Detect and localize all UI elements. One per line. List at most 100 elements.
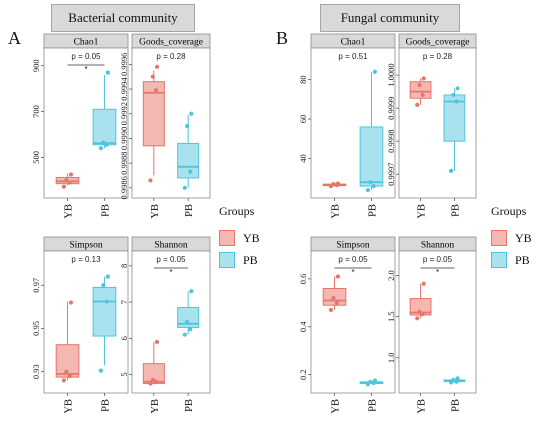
y-tick-label: 500	[31, 151, 41, 164]
box-pb	[177, 307, 200, 328]
y-tick-label: 8	[119, 264, 129, 268]
box-pb	[177, 142, 200, 179]
boxplot-a-goods-coverage: Goods_coverage0.99860.99880.99900.99920.…	[119, 33, 211, 219]
point-pb	[451, 92, 456, 98]
point-yb	[331, 182, 336, 187]
y-tick-label: 0.97	[31, 278, 41, 293]
box-yb	[142, 363, 165, 385]
legend-bacterial: Groups YB PB	[219, 204, 260, 271]
y-tick-label: 0.6	[298, 274, 308, 285]
facet-title: Chao1	[74, 38, 99, 48]
y-tick-label: 2.0	[386, 270, 396, 281]
point-yb	[150, 74, 155, 79]
point-yb	[415, 102, 420, 107]
legend-title: Groups	[491, 204, 527, 218]
point-pb	[368, 379, 373, 384]
y-tick-label: 0.9997	[386, 162, 396, 185]
point-pb	[182, 332, 187, 337]
point-yb	[153, 88, 159, 93]
legend-label-yb: YB	[243, 230, 260, 245]
box-pb	[359, 126, 384, 187]
x-category-label: PB	[100, 204, 111, 217]
facet-title: Goods_coverage	[406, 38, 470, 48]
point-yb	[420, 312, 425, 317]
x-category-label: PB	[184, 399, 195, 412]
point-pb	[189, 111, 194, 116]
significance-star: *	[436, 268, 439, 277]
box-yb	[409, 298, 432, 316]
y-tick-label: 7	[119, 300, 129, 304]
panel-letter-a: A	[8, 28, 21, 48]
y-tick-label: 80	[298, 75, 308, 84]
point-yb	[148, 381, 153, 386]
point-yb	[64, 178, 69, 183]
boxplot-b-simpson: Simpson 0.2 0.4 0.6 YB PB p = 0.05 *	[298, 236, 396, 414]
point-yb	[421, 281, 426, 286]
x-category-label: YB	[150, 399, 161, 414]
y-tick-label: 0.9998	[386, 129, 396, 152]
point-yb	[335, 181, 341, 186]
box-yb	[142, 81, 165, 147]
x-category-label: YB	[150, 204, 161, 219]
p-value-label: p = 0.05	[338, 255, 368, 264]
point-pb	[455, 376, 460, 381]
point-pb	[104, 299, 109, 304]
legend-item-yb: YB	[219, 227, 260, 249]
p-value-label: p = 0.51	[338, 52, 368, 61]
point-pb	[105, 70, 110, 75]
point-pb	[368, 180, 373, 185]
y-tick-label: 0.9992	[119, 102, 129, 125]
point-pb	[372, 69, 377, 74]
box-yb	[55, 344, 80, 378]
box-pb	[92, 286, 117, 337]
legend-fungal: Groups YB PB	[491, 204, 532, 271]
point-yb	[420, 92, 425, 98]
point-pb	[101, 140, 106, 145]
y-tick-label: 0.9994	[119, 77, 129, 101]
facet-title: Shannon	[154, 241, 188, 251]
point-yb	[335, 274, 341, 279]
p-value-label: p = 0.05	[71, 52, 101, 61]
facet-title: Chao1	[341, 38, 366, 48]
x-category-label: YB	[417, 204, 428, 219]
y-tick-label: 0.9988	[119, 151, 129, 174]
legend-label-pb: PB	[515, 252, 530, 267]
x-category-label: PB	[367, 399, 378, 412]
y-tick-label: 0.9996	[119, 53, 129, 76]
point-yb	[415, 316, 420, 321]
plot-frame	[310, 250, 396, 394]
significance-star: *	[169, 268, 172, 277]
point-pb	[371, 184, 376, 189]
y-tick-label: 700	[31, 105, 41, 118]
x-category-label: PB	[100, 399, 111, 412]
y-tick-label: 40	[298, 154, 308, 163]
y-tick-label: 0.9986	[119, 176, 129, 199]
panel-letter-b: B	[276, 28, 289, 48]
point-pb	[449, 168, 454, 173]
facet-title: Goods_coverage	[139, 38, 203, 48]
point-yb	[67, 373, 72, 379]
point-pb	[454, 379, 459, 384]
facet-title: Simpson	[336, 241, 370, 251]
point-pb	[451, 377, 456, 383]
point-pb	[372, 378, 377, 383]
boxplot-a-chao1: Chao1 500 700 900 YB PB p = 0.05 *	[31, 33, 129, 219]
x-category-label: PB	[184, 204, 195, 217]
y-tick-label: 0.93	[31, 364, 41, 379]
facet-title: Simpson	[69, 241, 103, 251]
x-category-label: YB	[64, 399, 75, 414]
legend-key-pb	[491, 252, 507, 268]
boxplot-b-chao1: Chao1 40 60 80 YB PB p = 0.51	[298, 33, 396, 219]
y-tick-label: 0.2	[298, 369, 308, 380]
legend-key-yb	[219, 230, 235, 246]
point-yb	[68, 172, 74, 177]
plot-frame	[398, 250, 477, 394]
boxplot-a-shannon: Shannon 5 6 7 8 YB PB p = 0.05 *	[119, 236, 211, 414]
point-yb	[153, 379, 159, 384]
point-yb	[64, 369, 69, 374]
p-value-label: p = 0.05	[423, 255, 453, 264]
x-category-label: YB	[417, 399, 428, 414]
point-yb	[154, 64, 160, 69]
y-tick-label: 900	[31, 59, 41, 72]
point-yb	[154, 339, 160, 345]
